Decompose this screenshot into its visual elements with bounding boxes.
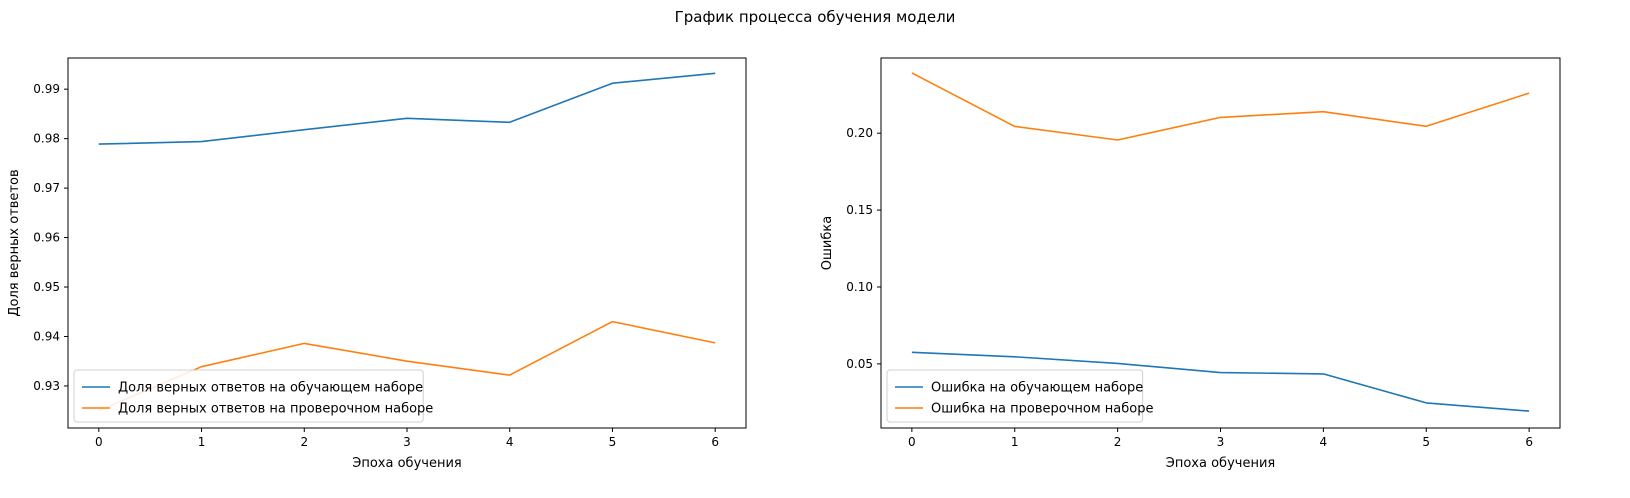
x-tick-label: 3 <box>1217 435 1225 449</box>
x-tick-label: 6 <box>1525 435 1533 449</box>
figure-title: График процесса обучения модели <box>674 8 956 26</box>
y-tick-label: 0.94 <box>33 329 60 343</box>
y-tick-label: 0.98 <box>33 132 60 146</box>
x-tick-label: 4 <box>506 435 514 449</box>
x-tick-label: 0 <box>95 435 103 449</box>
x-tick-label: 1 <box>1011 435 1019 449</box>
legend-label-2: Ошибка на проверочном наборе <box>931 402 1153 417</box>
x-tick-label: 5 <box>609 435 617 449</box>
x-axis-label: Эпоха обучения <box>352 456 461 471</box>
x-tick-label: 0 <box>908 435 916 449</box>
x-tick-label: 4 <box>1320 435 1328 449</box>
series-line-1 <box>98 72 716 145</box>
y-axis-label: Доля верных ответов <box>7 169 22 316</box>
chart-panel-1: 0 1 2 3 4 5 6 0.93 0.94 0.95 0.96 0.97 0.98 0.99 Эпоха… <box>7 57 747 471</box>
legend-box <box>73 369 424 423</box>
y-tick-label: 0.95 <box>33 280 60 294</box>
y-tick-label: 0.20 <box>846 126 873 140</box>
x-tick-label: 2 <box>1114 435 1122 449</box>
legend: Доля верных ответов на обучающем наборе Д… <box>73 369 433 423</box>
legend-label-1: Доля верных ответов на обучающем наборе <box>118 381 423 396</box>
legend-label-2: Доля верных ответов на проверочном набор… <box>118 402 433 417</box>
x-tick-label: 6 <box>711 435 719 449</box>
x-tick-label: 1 <box>198 435 206 449</box>
series-line-2 <box>98 320 716 412</box>
x-axis-label: Эпоха обучения <box>1166 456 1275 471</box>
y-tick-label: 0.93 <box>33 379 60 393</box>
y-tick-label: 0.97 <box>33 181 60 195</box>
legend-box <box>886 369 1144 423</box>
series-line-2 <box>911 72 1530 141</box>
legend-label-1: Ошибка на обучающем наборе <box>931 381 1143 396</box>
x-tick-label: 5 <box>1422 435 1430 449</box>
y-tick-label: 0.15 <box>846 203 873 217</box>
y-tick-label: 0.96 <box>33 231 60 245</box>
y-tick-label: 0.99 <box>33 82 60 96</box>
x-tick-label: 2 <box>300 435 308 449</box>
series-line-1 <box>911 351 1530 412</box>
legend: Ошибка на обучающем наборе Ошибка на пров… <box>886 369 1153 423</box>
x-tick-label: 3 <box>403 435 411 449</box>
y-axis-label: Ошибка <box>820 216 835 270</box>
y-tick-label: 0.10 <box>846 280 873 294</box>
chart-panel-2: 0 1 2 3 4 5 6 0.05 0.10 0.15 0.20 Эпоха обучения Оши… <box>820 57 1561 471</box>
y-tick-label: 0.05 <box>846 357 873 371</box>
